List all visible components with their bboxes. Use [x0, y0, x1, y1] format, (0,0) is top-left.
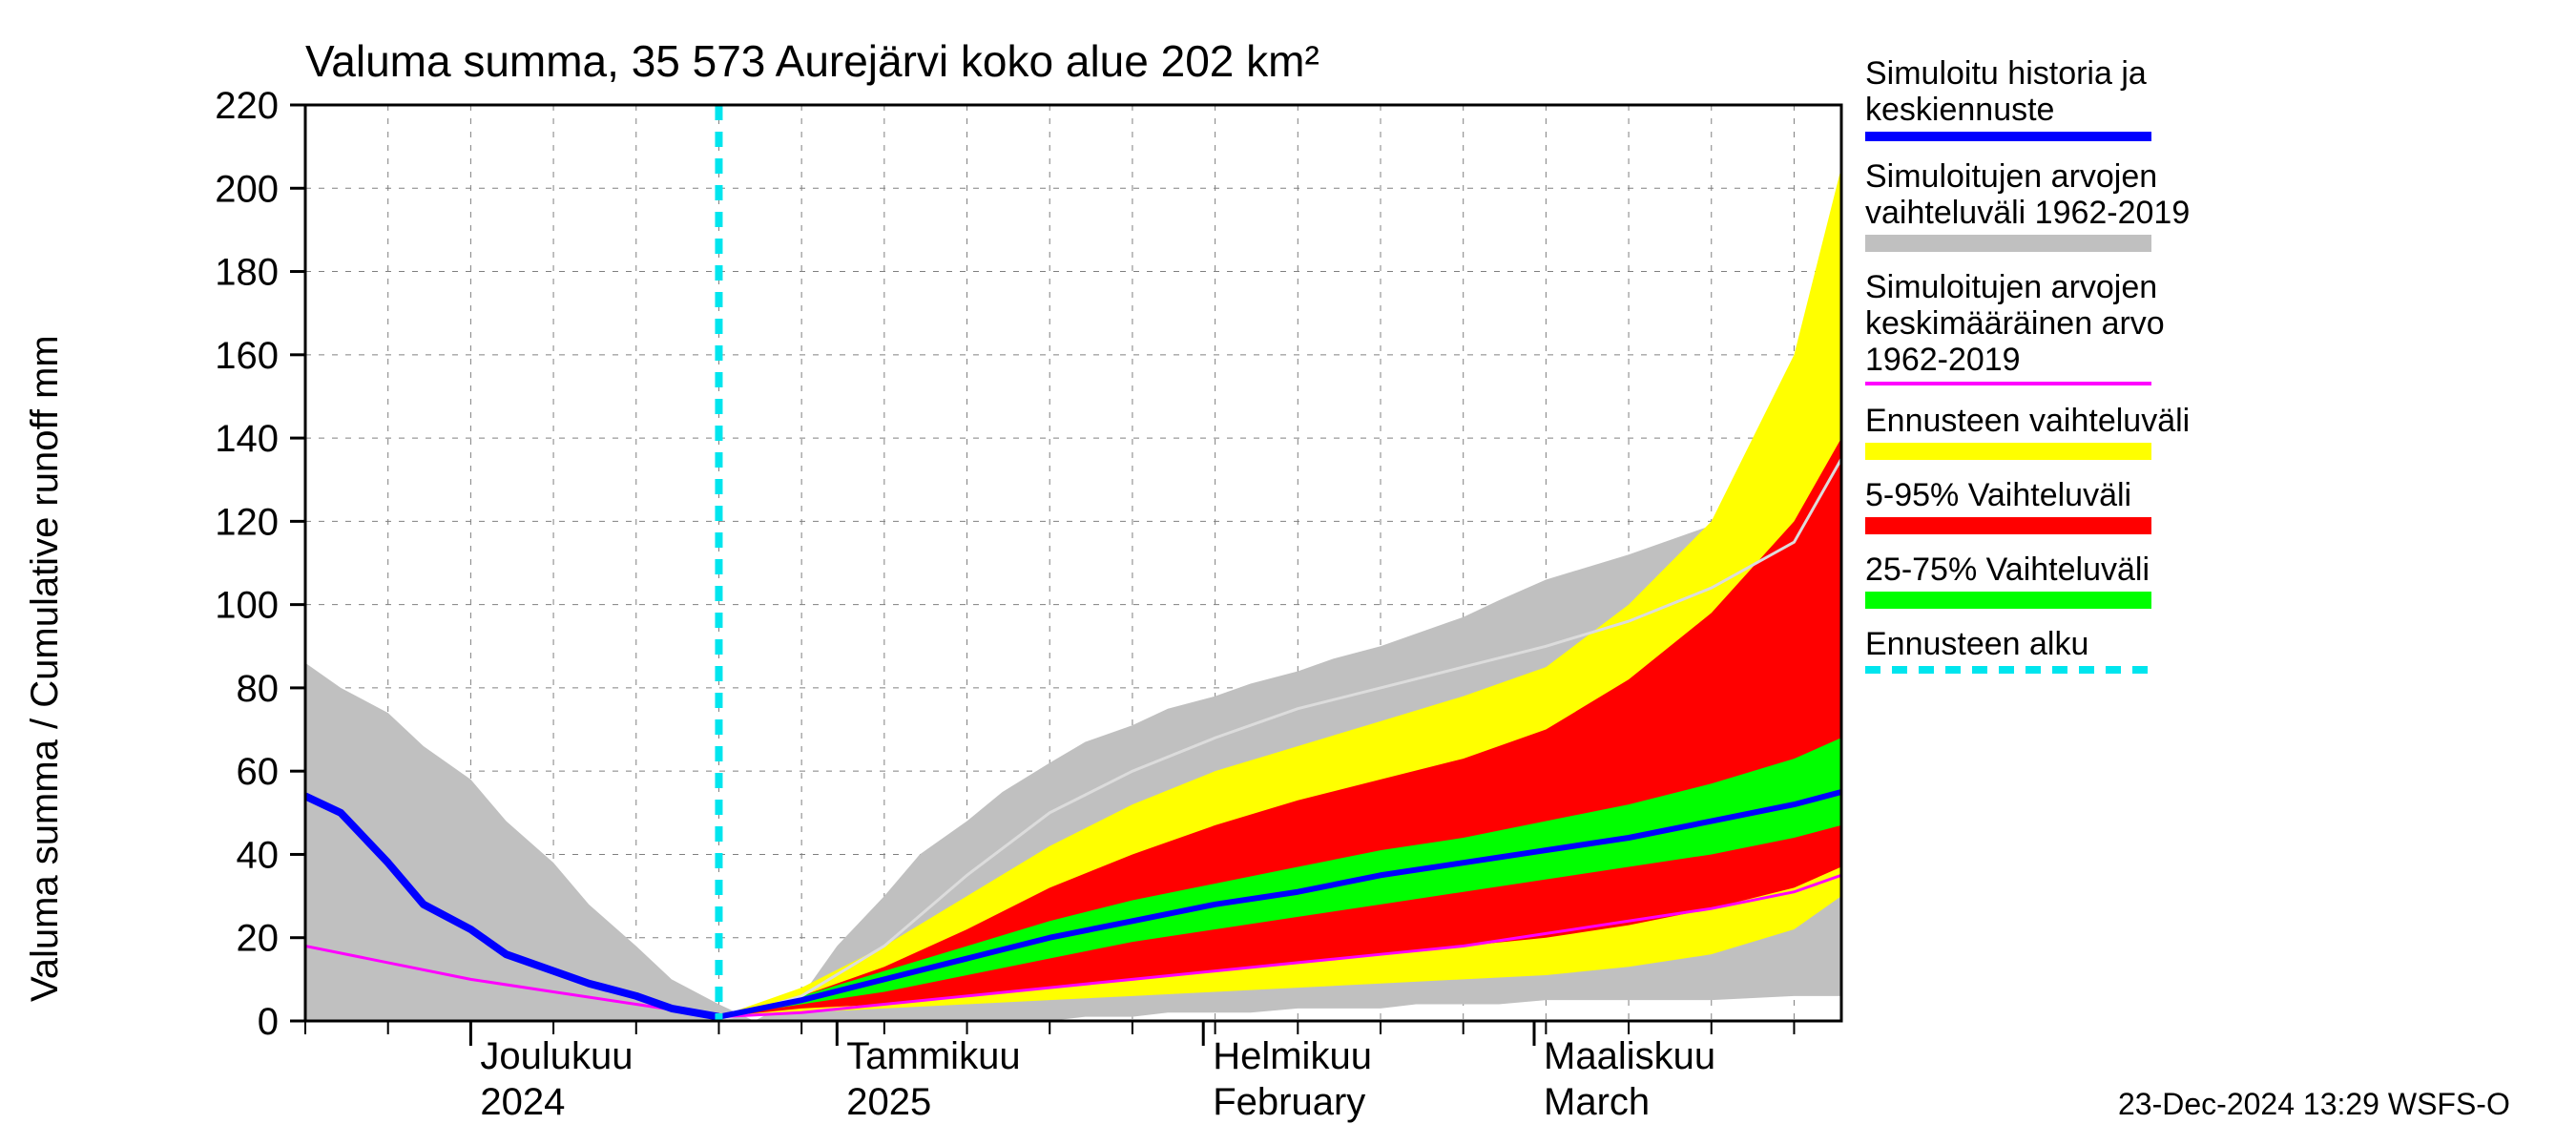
month-label: Helmikuu [1213, 1035, 1372, 1077]
month-label: Tammikuu [846, 1035, 1020, 1077]
legend-label: Simuloitujen arvojen [1865, 158, 2157, 195]
month-label: Joulukuu [480, 1035, 633, 1077]
chart-svg: 020406080100120140160180200220Joulukuu20… [0, 0, 2576, 1145]
legend: Simuloitu historia jakeskiennuste Simuloi… [1865, 55, 2190, 670]
y-tick-label: 40 [237, 834, 280, 876]
y-tick-label: 120 [215, 501, 279, 543]
y-tick-label: 200 [215, 168, 279, 210]
month-sublabel: February [1213, 1081, 1365, 1123]
legend-label: 25-75% Vaihteluväli [1865, 552, 2150, 588]
chart-footer: 23-Dec-2024 13:29 WSFS-O [2118, 1087, 2510, 1121]
legend-label: 1962-2019 [1865, 342, 2021, 378]
legend-label: keskiennuste [1865, 92, 2054, 128]
month-sublabel: 2025 [846, 1081, 931, 1123]
y-tick-label: 180 [215, 252, 279, 294]
y-tick-label: 80 [237, 668, 280, 710]
month-sublabel: 2024 [480, 1081, 565, 1123]
legend-label: Simuloitu historia ja [1865, 55, 2147, 92]
y-tick-label: 60 [237, 751, 280, 793]
legend-label: Ennusteen alku [1865, 626, 2088, 662]
legend-label: vaihteluväli 1962-2019 [1865, 195, 2190, 231]
y-tick-label: 100 [215, 585, 279, 627]
y-tick-label: 20 [237, 918, 280, 960]
y-tick-label: 220 [215, 85, 279, 127]
legend-label: 5-95% Vaihteluväli [1865, 477, 2131, 513]
y-tick-label: 140 [215, 418, 279, 460]
y-axis-label: Valuma summa / Cumulative runoff mm [24, 335, 66, 1002]
y-tick-label: 0 [258, 1001, 279, 1043]
chart-container: 020406080100120140160180200220Joulukuu20… [0, 0, 2576, 1145]
chart-title: Valuma summa, 35 573 Aurejärvi koko alue… [305, 36, 1319, 86]
month-sublabel: March [1544, 1081, 1650, 1123]
legend-label: Ennusteen vaihteluväli [1865, 403, 2190, 439]
y-tick-label: 160 [215, 335, 279, 377]
legend-label: keskimääräinen arvo [1865, 305, 2165, 342]
bands [305, 167, 1841, 1021]
month-label: Maaliskuu [1544, 1035, 1715, 1077]
legend-label: Simuloitujen arvojen [1865, 269, 2157, 305]
